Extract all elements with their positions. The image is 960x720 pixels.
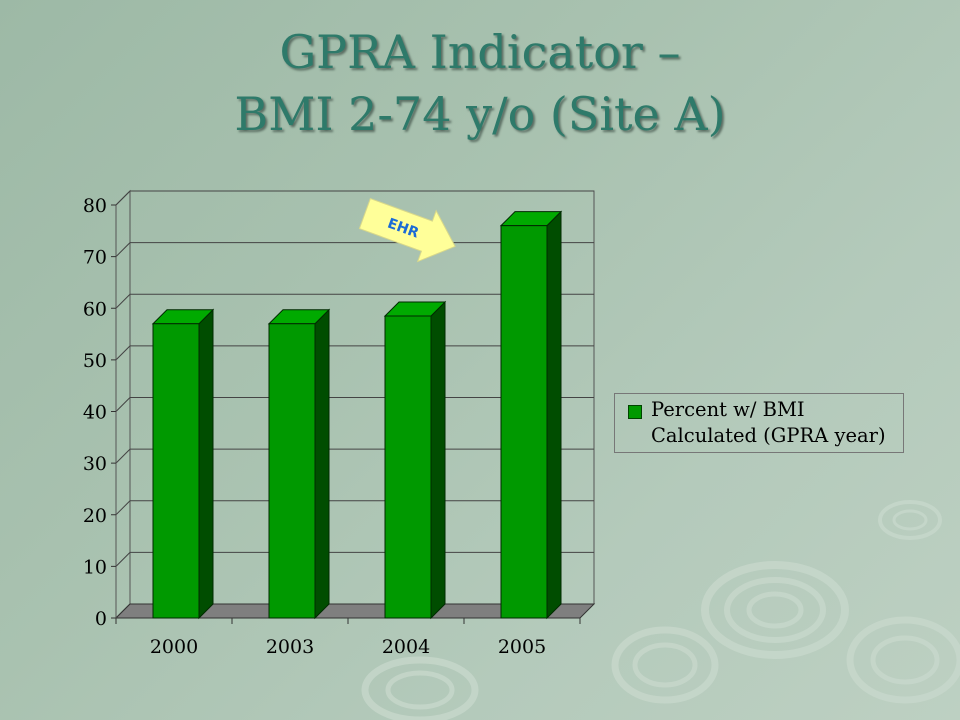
y-tick-label: 0: [95, 608, 107, 630]
chart-legend: Percent w/ BMI Calculated (GPRA year): [614, 393, 904, 453]
bar-side: [314, 308, 330, 620]
bar-front: [152, 323, 200, 619]
bar-2004: [383, 300, 447, 620]
bar-front: [268, 323, 316, 619]
y-tick-label: 70: [83, 247, 107, 269]
x-axis-ticks: 2000 2003 2004 2005: [115, 618, 581, 658]
bar-side: [546, 210, 562, 620]
y-tick-label: 50: [83, 350, 107, 372]
y-tick-label: 40: [83, 402, 107, 424]
bar-front: [384, 315, 432, 619]
x-tick-label: 2004: [382, 636, 430, 658]
bar-side: [198, 308, 214, 620]
legend-swatch: [628, 405, 642, 419]
y-tick-label: 10: [83, 556, 107, 578]
bars: [151, 210, 563, 620]
x-tick-label: 2005: [498, 636, 546, 658]
x-tick-label: 2003: [266, 636, 314, 658]
bar-side: [430, 300, 446, 620]
y-tick-label: 60: [83, 298, 107, 320]
bar-2000: [151, 308, 215, 620]
gridline: [115, 293, 594, 309]
title-line-1: GPRA Indicator –: [279, 25, 681, 79]
ehr-arrow-callout: EHR: [358, 197, 456, 263]
gridline: [115, 190, 594, 206]
y-axis-ticks: 0 10 20 30 40 50 60 70 80: [83, 195, 117, 630]
bar-front: [500, 225, 548, 619]
legend-label: Percent w/ BMI Calculated (GPRA year): [651, 398, 886, 447]
y-tick-label: 20: [83, 505, 107, 527]
y-tick-label: 80: [83, 195, 107, 217]
arrow-shape: [358, 197, 456, 263]
bar-2005: [499, 210, 563, 620]
y-tick-label: 30: [83, 453, 107, 475]
bar-2003: [267, 308, 331, 620]
title-line-2: BMI 2-74 y/o (Site A): [234, 87, 726, 141]
x-tick-label: 2000: [150, 636, 198, 658]
